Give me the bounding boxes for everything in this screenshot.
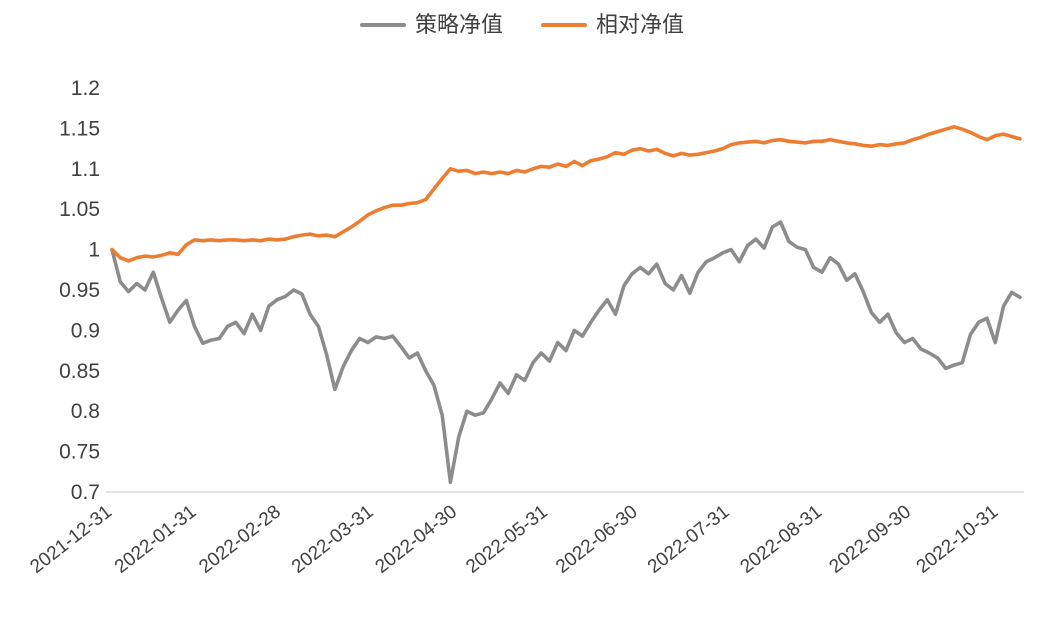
x-axis-tick-label: 2022-04-30 (372, 501, 462, 577)
x-axis-tick-label: 2022-06-30 (552, 501, 642, 577)
legend-label-relative-nav: 相对净值 (596, 12, 685, 37)
relative-nav-line (110, 125, 1022, 263)
y-axis-tick-label: 1 (88, 239, 100, 262)
x-axis-tick-label: 2022-09-30 (826, 501, 916, 577)
chart-legend: 策略净值 相对净值 (0, 14, 1044, 36)
x-axis-tick-label: 2022-03-31 (288, 501, 378, 577)
y-axis-tick-label: 0.8 (71, 400, 100, 423)
y-axis-tick-label: 1.05 (59, 198, 100, 221)
y-axis-tick-label: 0.7 (71, 481, 100, 504)
legend-item-strategy-nav: 策略净值 (359, 12, 503, 37)
relative-line-swatch-icon (541, 23, 587, 27)
strategy-line-swatch-icon (359, 23, 406, 27)
y-axis-tick-label: 0.75 (59, 441, 100, 464)
x-axis-tick-label: 2022-05-31 (462, 501, 552, 577)
legend-label-strategy-nav: 策略净值 (414, 12, 503, 37)
x-axis-tick-label: 2022-10-31 (913, 501, 1003, 577)
x-axis-tick-label: 2021-12-31 (26, 501, 116, 577)
strategy-nav-line (110, 220, 1022, 485)
x-axis-tick-label: 2022-08-31 (737, 501, 827, 577)
y-axis-tick-label: 0.85 (59, 360, 100, 383)
legend-item-relative-nav: 相对净值 (541, 14, 684, 36)
y-axis-tick-label: 0.9 (71, 319, 100, 342)
x-axis-tick-label: 2022-01-31 (111, 501, 201, 577)
y-axis-tick-label: 1.1 (71, 158, 100, 181)
y-axis-tick-label: 0.95 (59, 279, 100, 302)
y-axis-tick-label: 1.2 (71, 77, 100, 100)
y-axis-tick-label: 1.15 (59, 117, 100, 140)
x-axis-tick-label: 2022-02-28 (195, 501, 285, 577)
x-axis-tick-label: 2022-07-31 (644, 501, 734, 577)
